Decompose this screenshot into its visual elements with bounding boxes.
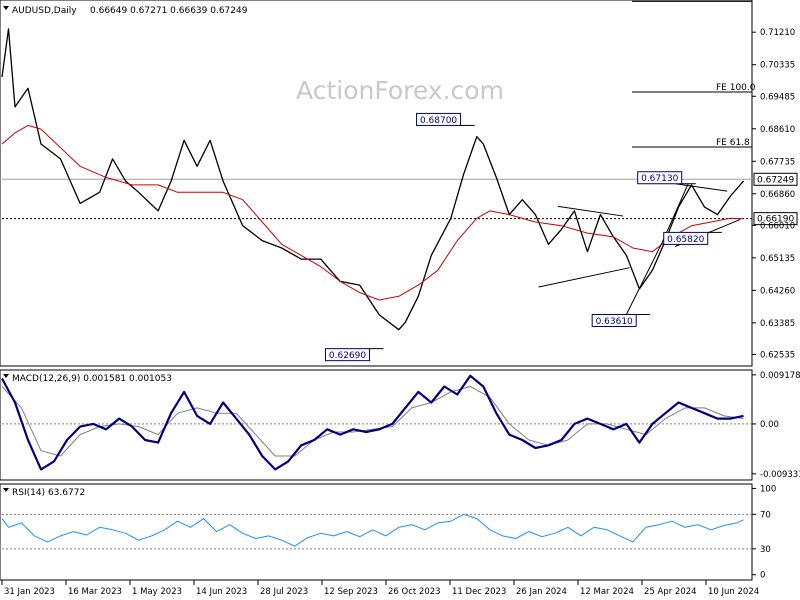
y-tick-label: 0.64260: [760, 286, 795, 296]
x-tick-label: 12 Mar 2024: [580, 587, 634, 597]
rsi-title: RSI(14) 63.6772: [12, 488, 85, 498]
rsi-y-tick-label: 0: [760, 571, 765, 581]
x-tick-label: 10 Jun 2024: [708, 587, 759, 597]
y-tick-label: 0.67735: [760, 157, 795, 167]
main-price-panel: ActionForex.com FE 161.8FE 100.0FE 61.8 …: [0, 0, 756, 367]
price-mark-box: [753, 212, 798, 226]
pivot-label-box: [324, 348, 370, 362]
y-tick-label: 0.66010: [760, 221, 795, 231]
trendline: [675, 183, 728, 192]
price-mark-box: [753, 172, 798, 186]
y-tick-label: 0.66860: [760, 190, 795, 200]
y-tick-label: 0.70335: [760, 61, 795, 71]
collapse-triangle-icon[interactable]: [3, 6, 9, 10]
pivot-label-box: [637, 171, 683, 185]
pivot-label: 0.65820: [667, 235, 704, 245]
rsi-y-tick-label: 70: [760, 510, 771, 520]
y-tick-label: 0.65135: [760, 254, 795, 264]
price-mark-label: 0.66190: [757, 215, 794, 225]
x-tick-label: 26 Oct 2023: [388, 587, 441, 597]
x-tick-label: 1 May 2023: [132, 587, 182, 597]
fe-level-label: FE 161.8: [716, 0, 756, 2]
x-tick-label: 11 Dec 2023: [452, 587, 506, 597]
watermark-text: ActionForex.com: [296, 76, 504, 105]
macd-line: [1, 374, 744, 471]
rsi-panel: RSI(14) 63.6772: [0, 483, 753, 581]
macd-y-tick-label: 0.009178: [760, 371, 800, 381]
trendline: [538, 267, 630, 288]
x-tick-label: 31 Jan 2023: [4, 587, 55, 597]
fe-level-label: FE 61.8: [716, 138, 750, 148]
y-tick-label: 0.62535: [760, 350, 795, 360]
pivot-label: 0.68700: [420, 116, 457, 126]
price-mark-label: 0.67249: [757, 175, 794, 185]
pivot-label: 0.67130: [641, 174, 678, 184]
x-tick-label: 26 Jan 2024: [516, 587, 567, 597]
x-tick-label: 16 Mar 2023: [68, 587, 122, 597]
x-tick-label: 28 Jul 2023: [260, 587, 308, 597]
moving-average-line: [1, 124, 744, 301]
macd-collapse-triangle-icon[interactable]: [3, 374, 9, 378]
pivot-label: 0.63610: [596, 317, 633, 327]
rsi-y-tick-label: 100: [760, 484, 776, 494]
rsi-line: [1, 513, 744, 547]
macd-y-tick-label: -0.009333: [760, 470, 800, 480]
pivot-label-box: [663, 231, 709, 245]
x-tick-label: 14 Jun 2023: [196, 587, 247, 597]
pivot-label-box: [416, 112, 462, 126]
x-tick-label: 25 Apr 2024: [644, 587, 697, 597]
macd-y-tick-label: 0.00: [760, 420, 779, 430]
y-tick-label: 0.69485: [760, 92, 795, 102]
y-tick-label: 0.68610: [760, 125, 795, 135]
pivot-label-box: [591, 313, 637, 327]
pivot-label: 0.62690: [329, 351, 366, 361]
trendline: [558, 205, 624, 217]
x-tick-label: 12 Sep 2023: [324, 587, 378, 597]
y-tick-label: 0.63385: [760, 319, 795, 329]
macd-title: MACD(12,26,9) 0.001581 0.001053: [12, 374, 172, 384]
y-tick-label: 0.71210: [760, 28, 795, 38]
price-line: [1, 28, 744, 331]
ohlc-readout: 0.66649 0.67271 0.66639 0.67249: [90, 6, 248, 16]
symbol-label: AUDUSD,Daily: [12, 6, 77, 16]
axes-layer: 0.67249 0.66190 0.71210 0.70335 0.69485 0.686…: [1, 28, 800, 597]
fe-level-label: FE 100.0: [716, 83, 756, 93]
macd-panel: MACD(12,26,9) 0.001581 0.001053: [0, 369, 753, 481]
rsi-collapse-triangle-icon[interactable]: [3, 488, 9, 492]
trendline: [625, 242, 663, 315]
rsi-y-tick-label: 30: [760, 545, 771, 555]
rsi-panel-frame: [0, 483, 753, 581]
